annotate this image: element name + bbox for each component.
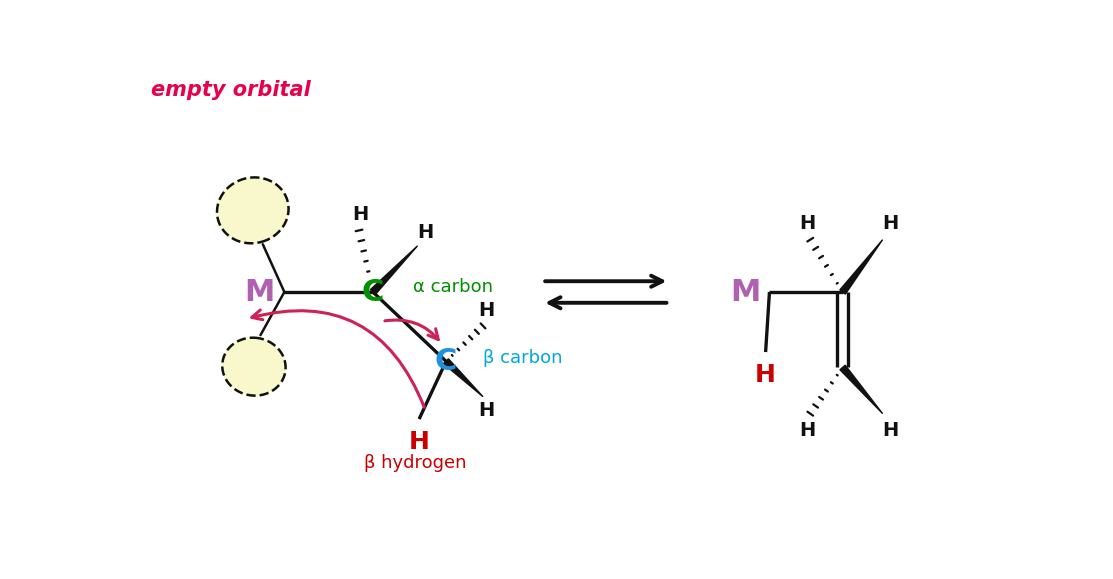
Text: H: H bbox=[479, 401, 495, 420]
Polygon shape bbox=[840, 365, 883, 413]
Polygon shape bbox=[444, 359, 483, 397]
Text: C: C bbox=[435, 347, 457, 376]
Text: C: C bbox=[362, 277, 384, 306]
Text: β carbon: β carbon bbox=[483, 349, 562, 367]
Polygon shape bbox=[217, 177, 288, 243]
Text: H: H bbox=[799, 422, 816, 441]
Polygon shape bbox=[371, 246, 417, 294]
Text: H: H bbox=[799, 214, 816, 233]
Polygon shape bbox=[840, 240, 883, 294]
Text: H: H bbox=[479, 301, 495, 320]
Text: H: H bbox=[417, 223, 433, 242]
Polygon shape bbox=[223, 338, 286, 395]
Text: empty orbital: empty orbital bbox=[151, 80, 311, 100]
Text: H: H bbox=[408, 430, 430, 454]
Text: M: M bbox=[245, 277, 275, 306]
Text: H: H bbox=[353, 205, 368, 224]
Text: H: H bbox=[755, 363, 776, 387]
Text: α carbon: α carbon bbox=[413, 278, 493, 296]
Text: H: H bbox=[883, 422, 898, 441]
Text: H: H bbox=[883, 214, 898, 233]
Text: β hydrogen: β hydrogen bbox=[364, 454, 466, 472]
Text: M: M bbox=[730, 277, 760, 306]
